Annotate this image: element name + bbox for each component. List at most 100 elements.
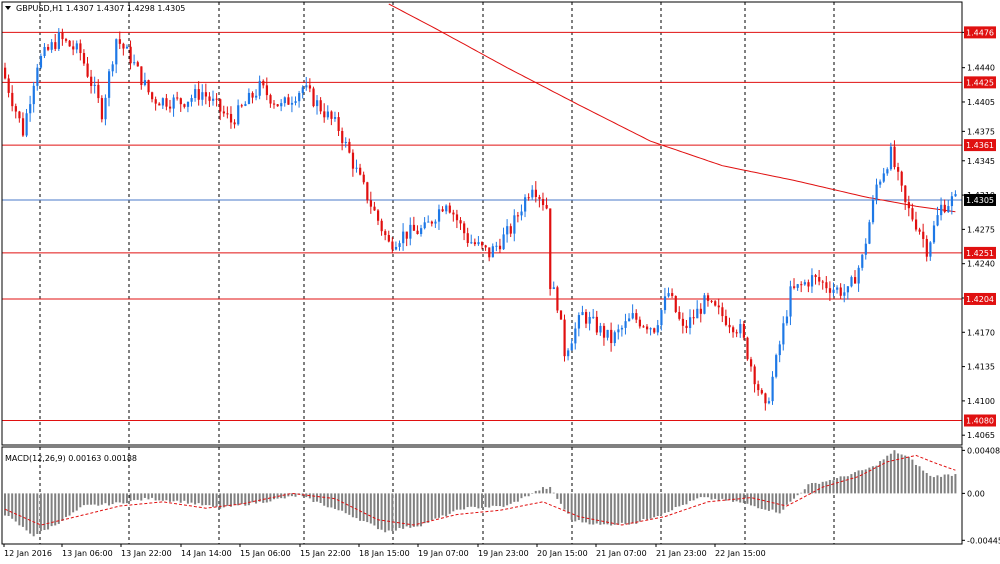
macd-bar xyxy=(93,493,96,505)
candle-body xyxy=(330,111,333,119)
macd-bar xyxy=(111,493,114,505)
macd-bar xyxy=(846,476,849,494)
candle-body xyxy=(724,316,728,325)
macd-bar xyxy=(850,474,853,494)
candle-body xyxy=(509,226,512,234)
macd-bar xyxy=(394,493,397,531)
macd-bar xyxy=(355,493,358,519)
macd-bar xyxy=(50,493,53,527)
macd-bar xyxy=(789,493,792,502)
candle-body xyxy=(420,228,423,234)
macd-bar xyxy=(68,493,71,516)
macd-bar xyxy=(495,493,498,507)
macd-bar xyxy=(323,493,326,506)
candle-body xyxy=(143,80,147,86)
macd-bar xyxy=(4,493,6,516)
candle-body xyxy=(287,97,290,105)
candle-body xyxy=(595,316,598,333)
macd-bar xyxy=(549,486,552,494)
candle-body xyxy=(810,275,814,287)
candle-body xyxy=(825,282,828,289)
candle-body xyxy=(577,315,581,329)
macd-bar xyxy=(319,493,322,503)
macd-bar xyxy=(534,490,537,494)
candle-body xyxy=(735,332,738,334)
candle-body xyxy=(463,223,466,234)
macd-bar xyxy=(272,493,275,500)
macd-bar xyxy=(721,493,724,499)
candle-body xyxy=(122,43,125,49)
level-badge xyxy=(964,246,996,259)
macd-bar xyxy=(463,493,466,510)
candle-body xyxy=(43,46,46,56)
candle-body xyxy=(628,318,631,322)
candle-body xyxy=(380,220,383,232)
macd-bar xyxy=(552,492,555,494)
macd-bar xyxy=(649,493,652,519)
macd-bar xyxy=(247,493,250,506)
candle-body xyxy=(753,366,756,385)
macd-bar xyxy=(29,493,32,534)
candle-body xyxy=(588,316,591,324)
candle-body xyxy=(549,208,552,290)
candle-body xyxy=(828,288,832,293)
time-tick-label: 21 Jan 23:00 xyxy=(656,549,707,558)
level-badge-label: 1.4204 xyxy=(966,295,994,304)
candle-body xyxy=(448,205,451,213)
candle-body xyxy=(215,98,218,100)
macd-bar xyxy=(72,493,75,513)
candle-body xyxy=(154,99,157,104)
candle-body xyxy=(14,106,17,112)
macd-bar xyxy=(244,493,247,506)
candle-body xyxy=(240,105,243,107)
macd-tick-label: 0.00408 xyxy=(967,446,1000,455)
candle-body xyxy=(208,96,211,101)
macd-bar xyxy=(843,476,846,494)
macd-bar xyxy=(57,493,60,524)
candle-body xyxy=(459,220,462,224)
macd-bar xyxy=(785,493,788,505)
macd-bar xyxy=(735,493,738,502)
macd-bar xyxy=(488,493,491,508)
price-tick-label: 1.4135 xyxy=(967,363,995,372)
candle-body xyxy=(255,95,258,98)
macd-bar xyxy=(32,493,35,537)
time-tick-label: 20 Jan 15:00 xyxy=(537,549,588,558)
time-tick-label: 15 Jan 06:00 xyxy=(240,549,291,558)
time-tick-label: 21 Jan 07:00 xyxy=(596,549,647,558)
candle-body xyxy=(233,122,236,125)
macd-bar xyxy=(316,493,319,502)
triangle-down-icon[interactable] xyxy=(5,6,11,10)
candle-body xyxy=(366,182,369,201)
macd-tick-label: 0.00 xyxy=(967,489,985,498)
candle-body xyxy=(914,219,918,230)
macd-bar xyxy=(599,493,602,525)
candle-body xyxy=(947,206,950,212)
macd-bar xyxy=(43,493,46,531)
macd-bar xyxy=(868,467,871,494)
macd-bar xyxy=(814,482,817,494)
candle-body xyxy=(868,222,871,244)
candle-body xyxy=(513,215,516,234)
macd-bar xyxy=(714,493,717,499)
macd-bar xyxy=(950,475,953,494)
macd-bar xyxy=(803,489,806,494)
macd-bar xyxy=(136,493,139,500)
time-tick-label: 13 Jan 06:00 xyxy=(62,549,113,558)
candle-body xyxy=(585,312,588,324)
candle-body xyxy=(416,230,419,234)
candle-body xyxy=(441,209,444,212)
macd-bar xyxy=(434,493,437,519)
macd-bar xyxy=(656,493,659,517)
candle-body xyxy=(423,222,426,229)
candle-body xyxy=(280,103,283,107)
candle-body xyxy=(79,43,82,54)
candle-body xyxy=(552,287,555,290)
candle-body xyxy=(800,284,803,286)
candle-body xyxy=(75,43,78,50)
candle-body xyxy=(276,104,279,107)
candle-body xyxy=(197,89,200,100)
macd-bar xyxy=(527,493,530,497)
candle-body xyxy=(140,66,143,86)
